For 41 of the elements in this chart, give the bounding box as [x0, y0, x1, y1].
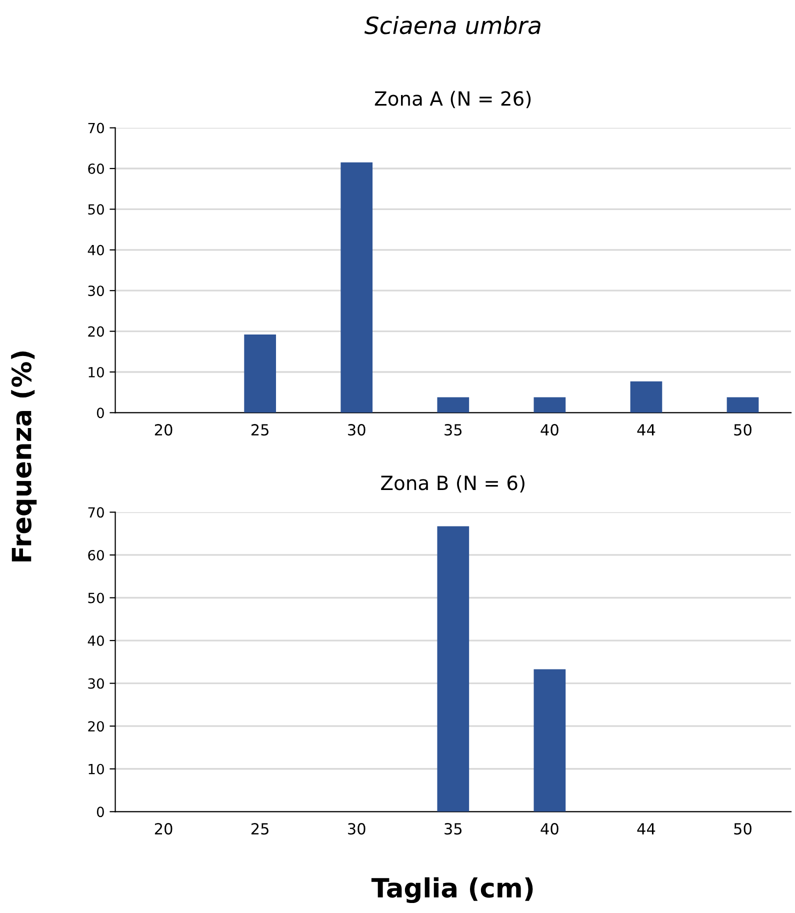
chart-title: Zona B (N = 6) [381, 475, 524, 493]
y-tick-label: 70 [88, 507, 104, 518]
bar [244, 334, 276, 413]
x-axis-title: Taglia (cm) [371, 877, 533, 904]
y-tick-label: 40 [88, 244, 104, 256]
y-tick-label: 40 [88, 636, 104, 646]
y-tick-label: 20 [88, 721, 104, 732]
y-tick-label: 30 [88, 678, 104, 689]
y-axis-title: Frequenza (%) [11, 352, 37, 562]
x-tick-label: 30 [348, 823, 366, 835]
y-tick-label: 30 [88, 286, 104, 296]
y-tick-label: 10 [88, 366, 104, 378]
x-tick-label: 25 [251, 823, 268, 835]
y-tick-label: 10 [88, 764, 104, 774]
x-tick-label: 30 [348, 424, 366, 436]
x-tick-label: 25 [251, 424, 268, 436]
y-tick-label: 0 [96, 408, 104, 418]
x-tick-label: 50 [734, 424, 752, 436]
y-tick-label: 0 [96, 806, 104, 818]
x-tick-label: 50 [734, 823, 752, 835]
bar [437, 397, 470, 413]
x-tick-label: 35 [444, 424, 462, 436]
x-tick-label: 44 [637, 424, 656, 436]
y-tick-label: 50 [88, 204, 104, 215]
chart-subtitle: Zona A (N = 26) [374, 90, 531, 108]
x-tick-label: 20 [154, 823, 172, 835]
chart-title: Sciaena umbra [364, 16, 540, 34]
x-tick-label: 40 [540, 823, 558, 835]
x-tick-label: 40 [540, 424, 558, 436]
bar [340, 162, 373, 413]
bar [630, 381, 662, 413]
x-tick-label: 20 [154, 424, 172, 436]
y-tick-label: 50 [88, 592, 104, 604]
bar [726, 397, 759, 413]
x-tick-label: 35 [444, 823, 462, 835]
y-tick-label: 60 [88, 163, 104, 174]
y-tick-label: 60 [88, 550, 104, 560]
bar [534, 397, 566, 413]
y-tick-label: 20 [88, 326, 104, 337]
x-tick-label: 44 [637, 823, 656, 834]
y-tick-label: 70 [88, 122, 104, 134]
